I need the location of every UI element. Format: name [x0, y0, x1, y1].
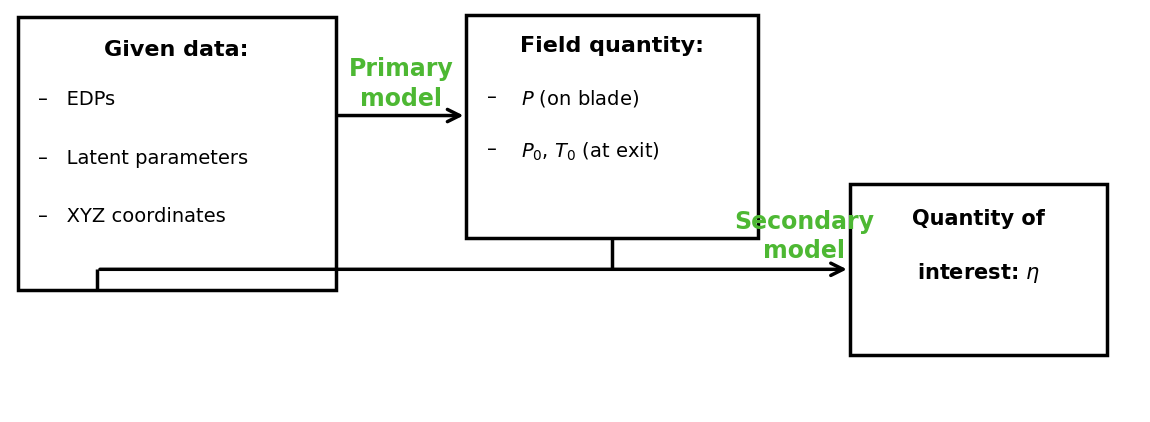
- Text: –   Latent parameters: – Latent parameters: [38, 149, 248, 168]
- Text: –   XYZ coordinates: – XYZ coordinates: [38, 207, 227, 226]
- Bar: [466, 15, 758, 238]
- Text: –: –: [486, 140, 509, 159]
- Text: $P_0$, $T_0$ (at exit): $P_0$, $T_0$ (at exit): [521, 140, 660, 162]
- Text: Given data:: Given data:: [105, 40, 250, 60]
- Text: Field quantity:: Field quantity:: [520, 36, 704, 56]
- Text: –   EDPs: – EDPs: [38, 90, 115, 109]
- Bar: [850, 184, 1107, 354]
- Text: –: –: [486, 88, 509, 107]
- Text: Quantity of: Quantity of: [912, 209, 1045, 229]
- Text: Primary
model: Primary model: [348, 57, 453, 111]
- Text: interest: $\eta$: interest: $\eta$: [917, 261, 1040, 285]
- Text: $P$ (on blade): $P$ (on blade): [521, 88, 639, 109]
- Text: Secondary
model: Secondary model: [734, 210, 874, 263]
- Bar: [17, 17, 336, 290]
